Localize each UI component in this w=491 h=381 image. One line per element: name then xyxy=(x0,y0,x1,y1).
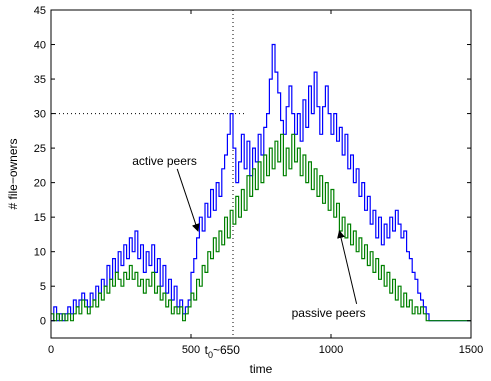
reference-lines xyxy=(51,10,247,338)
t0-subscript: 0 xyxy=(208,350,213,360)
y-axis-label: # file−owners xyxy=(6,138,20,209)
annotation-t0-label: t0~650 xyxy=(205,343,241,360)
x-tick-label: 0 xyxy=(48,344,54,356)
x-tick-label: 500 xyxy=(182,344,200,356)
t0-tail: ~650 xyxy=(213,343,240,357)
annotation-arrow xyxy=(176,168,200,232)
series-line-active-peers xyxy=(51,43,471,322)
plot-frame xyxy=(50,9,472,339)
x-tick-label: 1500 xyxy=(459,344,483,356)
annotation-arrow xyxy=(337,229,358,304)
series-layer xyxy=(51,43,471,322)
y-tick-label: 35 xyxy=(34,74,46,86)
x-axis: 0 500 1000 1500 xyxy=(48,10,483,356)
y-tick-label: 30 xyxy=(34,109,46,121)
x-axis-label: time xyxy=(250,362,273,376)
y-tick-label: 25 xyxy=(34,143,46,155)
annotation-label: active peers xyxy=(132,154,197,168)
y-axis: 0 5 10 15 20 25 30 35 40 45 xyxy=(34,5,471,328)
y-tick-label: 20 xyxy=(34,178,46,190)
y-tick-label: 15 xyxy=(34,212,46,224)
t0-base: t xyxy=(205,343,209,357)
y-tick-label: 5 xyxy=(40,281,46,293)
y-tick-label: 45 xyxy=(34,5,46,17)
annotations: active peers passive peers t0~650 xyxy=(132,154,365,360)
x-tick-label: 1000 xyxy=(319,344,343,356)
y-tick-label: 40 xyxy=(34,40,46,52)
series-line-passive-peers xyxy=(51,133,471,322)
y-tick-label: 10 xyxy=(34,247,46,259)
y-tick-label: 0 xyxy=(40,316,46,328)
annotation-label: passive peers xyxy=(292,306,366,320)
